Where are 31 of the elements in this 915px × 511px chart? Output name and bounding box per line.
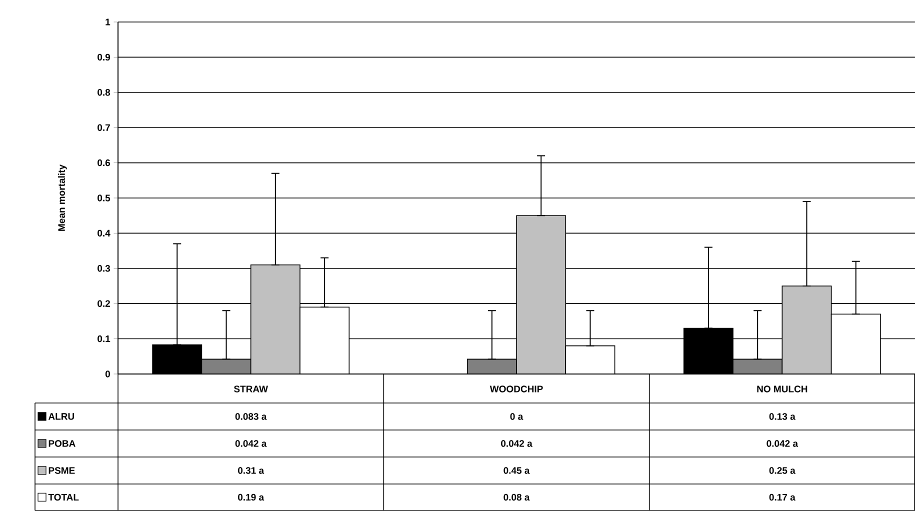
data-label: 0.083 a — [235, 413, 267, 420]
data-label: 0 a — [510, 413, 524, 420]
y-tick-label: 0.1 — [98, 335, 110, 342]
data-label: 0.25 a — [769, 467, 796, 474]
data-label: 0.17 a — [769, 494, 796, 501]
x-tick-label: NO MULCH — [757, 386, 808, 392]
y-tick-label: 0.3 — [98, 265, 110, 272]
data-label: 0.042 a — [501, 440, 532, 447]
legend-label: TOTAL — [48, 494, 79, 501]
y-tick-label: 0.6 — [98, 159, 110, 166]
y-axis-title: Mean mortality — [58, 164, 67, 231]
data-label: 0.31 a — [238, 467, 264, 474]
x-tick-label: WOODCHIP — [490, 386, 543, 392]
y-tick-label: 0.4 — [98, 230, 110, 237]
data-label: 0.042 a — [766, 440, 798, 447]
data-label: 0.45 a — [504, 467, 530, 474]
y-tick-label: 0.2 — [98, 300, 110, 307]
data-label: 0.19 a — [238, 494, 264, 501]
y-tick-label: 0 — [105, 370, 110, 378]
legend-label: PSME — [48, 467, 75, 474]
y-tick-label: 0.5 — [98, 194, 110, 202]
y-tick-label: 0.9 — [98, 54, 110, 61]
data-label: 0.08 a — [504, 494, 530, 501]
y-tick-label: 0.8 — [98, 89, 110, 96]
data-label: 0.042 a — [235, 440, 267, 447]
x-tick-label: STRAW — [234, 386, 268, 392]
legend-label: ALRU — [48, 413, 74, 420]
y-tick-label: 0.7 — [98, 124, 110, 131]
y-tick-label: 1 — [106, 18, 110, 26]
legend-label: POBA — [48, 440, 76, 447]
data-label: 0.13 a — [769, 413, 796, 420]
